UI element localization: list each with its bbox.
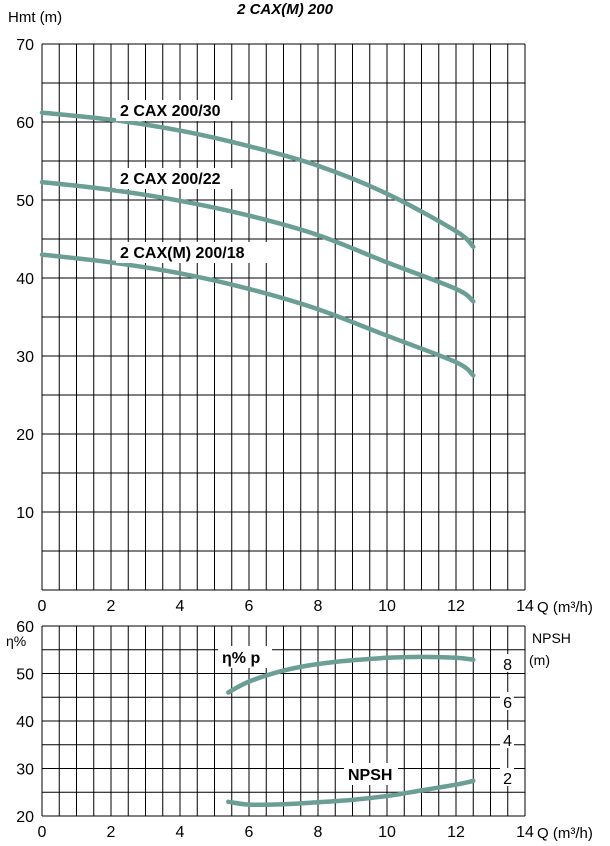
main-x-tick-label: 10 [378,598,396,615]
main-y-tick-label: 20 [16,427,34,444]
curve-label-text: 2 CAX(M) 200/18 [120,245,245,262]
lower-chart-xlabel: Q (m³/h) [537,825,593,842]
lower-curve-label-bg [218,646,272,668]
main-chart-title: 2 CAX(M) 200 [236,1,334,18]
lower-chart-curve-labels: η% p NPSH [218,646,398,785]
curve-label-bg [116,242,274,263]
curve-label-text: 2 CAX 200/22 [120,171,221,188]
curve-efficiency [226,654,476,695]
main-y-tick-label: 10 [16,505,34,522]
main-x-tick-label: 8 [314,598,323,615]
main-chart-y-ticks: 10 20 30 40 50 60 70 [16,37,34,522]
lower-y2-tick: 2 [500,768,514,788]
lower-y-tick-label: 30 [16,762,34,779]
lower-curve-label-text: NPSH [348,767,392,784]
lower-x-tick-label: 8 [314,824,323,841]
main-y-tick-label: 50 [16,193,34,210]
lower-y-tick-label: 20 [16,809,34,826]
lower-chart-y-ticks: 20 30 40 50 60 [16,619,34,826]
lower-y2-tick-label: 4 [503,733,512,750]
curve-label-text: 2 CAX 200/30 [120,103,221,120]
lower-y2-tick-label: 6 [503,695,512,712]
curve-2-cax-m-200-18 [39,252,476,378]
lower-x-tick-label: 12 [447,824,465,841]
main-x-tick-label: 12 [447,598,465,615]
main-y-tick-label: 60 [16,115,34,132]
main-x-tick-label: 4 [176,598,185,615]
lower-curve-label: NPSH [344,763,398,785]
lower-y2-tick: 8 [500,654,514,674]
lower-chart-ylabel: η% [6,633,26,649]
lower-chart-x-ticks: 0 2 4 6 8 10 12 14 [38,824,534,841]
main-y-tick-label: 30 [16,349,34,366]
lower-y2-tick-bg [500,768,514,786]
lower-chart-curves [226,654,476,808]
main-chart-curve-labels: 2 CAX 200/30 2 CAX 200/22 2 CAX(M) 200/18 [116,100,274,263]
lower-x-tick-label: 10 [378,824,396,841]
curve-npsh [226,778,476,808]
curve-2-cax-200-22 [39,179,476,304]
main-chart-x-ticks: 0 2 4 6 8 10 12 14 [38,598,534,615]
curve-label-bg [116,100,244,121]
lower-x-tick-label: 6 [245,824,254,841]
curve-label: 2 CAX 200/30 [116,100,244,121]
lower-curve-label-bg [344,763,398,785]
lower-chart-y2unit: (m) [529,652,550,668]
main-y-tick-label: 40 [16,271,34,288]
lower-y2-tick-bg [500,730,514,748]
main-chart-xlabel: Q (m³/h) [537,599,593,616]
lower-y2-tick: 4 [500,730,514,750]
main-x-tick-label: 14 [516,598,534,615]
lower-x-tick-label: 2 [107,824,116,841]
lower-curve-label-text: η% p [222,650,260,667]
lower-y2-tick-label: 2 [503,771,512,788]
lower-chart-y2label: NPSH [532,630,571,646]
lower-y-tick-label: 60 [16,619,34,636]
lower-y2-tick-label: 8 [503,657,512,674]
lower-y2-tick-bg [500,654,514,672]
main-x-tick-label: 0 [38,598,47,615]
lower-curve-label: η% p [218,646,272,668]
lower-chart-y2-ticks: 2 4 6 8 [500,654,514,788]
main-x-tick-label: 6 [245,598,254,615]
curve-label: 2 CAX(M) 200/18 [116,242,274,263]
lower-x-tick-label: 0 [38,824,47,841]
main-y-tick-label: 70 [16,37,34,54]
curve-2-cax-200-30 [39,110,476,250]
lower-y2-tick-bg [500,692,514,710]
main-x-tick-label: 2 [107,598,116,615]
lower-x-tick-label: 4 [176,824,185,841]
main-chart-ylabel: Hmt (m) [8,9,62,26]
main-chart-grid [41,43,526,591]
lower-y2-tick: 6 [500,692,514,712]
curve-label: 2 CAX 200/22 [116,168,244,189]
lower-y-tick-label: 50 [16,667,34,684]
lower-x-tick-label: 14 [516,824,534,841]
curve-label-bg [116,168,244,189]
lower-y-tick-label: 40 [16,714,34,731]
